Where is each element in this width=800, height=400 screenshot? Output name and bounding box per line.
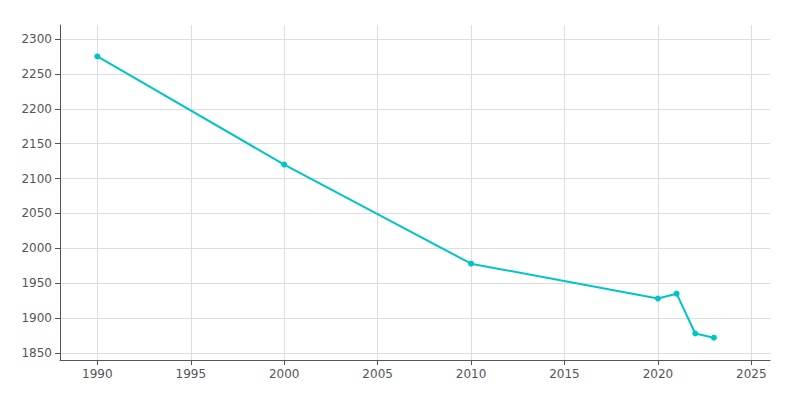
svg-text:2300: 2300 (21, 32, 52, 46)
svg-text:2200: 2200 (21, 102, 52, 116)
svg-text:1990: 1990 (82, 367, 113, 381)
svg-text:1900: 1900 (21, 311, 52, 325)
svg-text:2050: 2050 (21, 206, 52, 220)
svg-text:2250: 2250 (21, 67, 52, 81)
svg-text:2000: 2000 (269, 367, 300, 381)
svg-text:2020: 2020 (643, 367, 674, 381)
svg-text:2015: 2015 (549, 367, 580, 381)
svg-text:2025: 2025 (736, 367, 767, 381)
svg-text:2150: 2150 (21, 137, 52, 151)
svg-text:2005: 2005 (362, 367, 393, 381)
svg-text:2000: 2000 (21, 241, 52, 255)
svg-text:1850: 1850 (21, 346, 52, 360)
svg-text:1950: 1950 (21, 276, 52, 290)
svg-text:2010: 2010 (456, 367, 487, 381)
svg-text:1995: 1995 (176, 367, 207, 381)
svg-text:2100: 2100 (21, 172, 52, 186)
